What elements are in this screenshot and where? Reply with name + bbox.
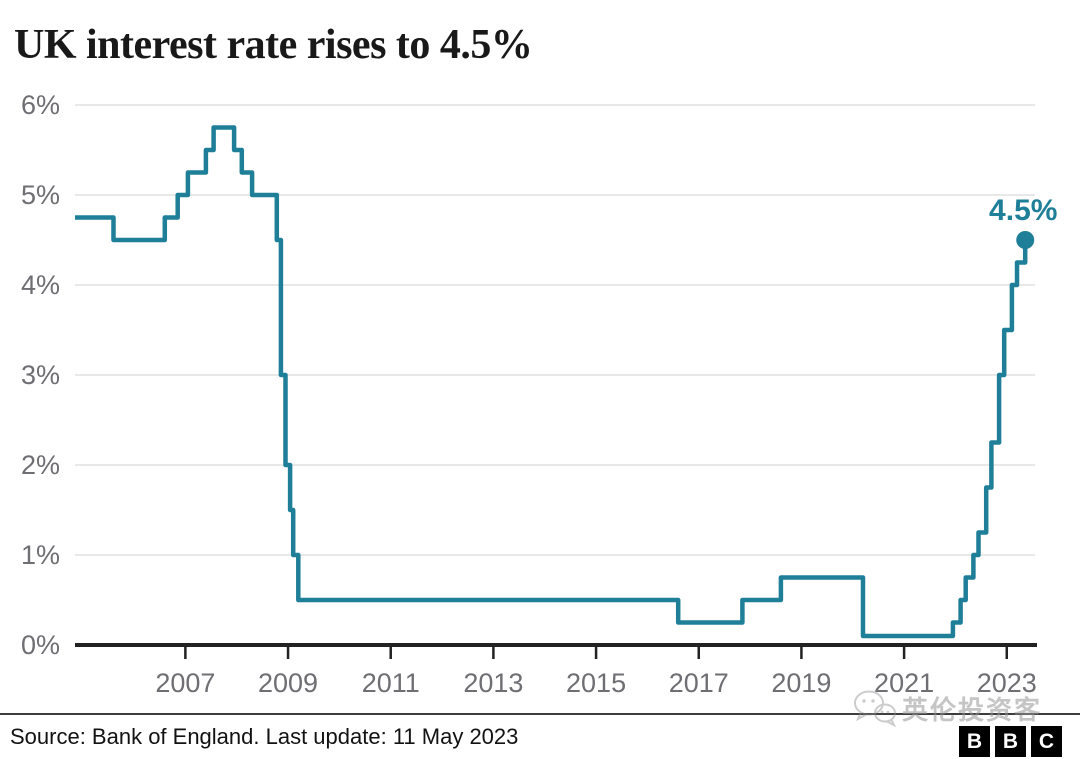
bbc-logo-block-b1: B <box>959 726 990 757</box>
x-axis-label: 2011 <box>362 668 420 698</box>
x-axis-label: 2021 <box>874 668 934 698</box>
endpoint-dot <box>1016 231 1035 249</box>
x-axis-label: 2023 <box>977 668 1037 698</box>
chart-title: UK interest rate rises to 4.5% <box>14 22 533 68</box>
x-axis-label: 2017 <box>669 668 729 698</box>
y-axis-label: 3% <box>21 360 60 390</box>
x-axis-label: 2013 <box>463 668 523 698</box>
x-axis-label: 2019 <box>771 668 831 698</box>
y-axis-label: 6% <box>21 90 60 120</box>
y-axis-label: 2% <box>21 450 60 480</box>
endpoint-value-label: 4.5% <box>989 194 1057 227</box>
y-axis-label: 1% <box>21 540 60 570</box>
source-caption: Source: Bank of England. Last update: 11… <box>10 724 519 749</box>
rate-step-line <box>75 125 1028 639</box>
bbc-logo-block-b2: B <box>995 726 1026 757</box>
footer-divider <box>0 713 1080 715</box>
bbc-logo: B B C <box>959 726 1062 757</box>
bbc-logo-block-c: C <box>1031 726 1062 757</box>
x-axis-label: 2007 <box>155 668 215 698</box>
x-axis-label: 2009 <box>258 668 318 698</box>
x-axis-label: 2015 <box>566 668 626 698</box>
y-axis-label: 4% <box>21 270 60 300</box>
y-axis-label: 5% <box>21 180 60 210</box>
y-axis-label: 0% <box>21 630 60 660</box>
